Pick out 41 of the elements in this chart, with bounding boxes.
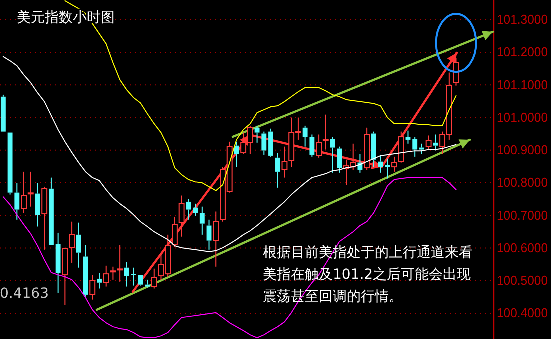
y-tick-label: 100.4000 (497, 306, 551, 321)
candlestick (254, 125, 260, 144)
y-tick-label: 101.3000 (497, 12, 551, 28)
y-tick-label: 101.2000 (497, 44, 551, 60)
candlestick (90, 274, 96, 300)
candlestick (76, 222, 82, 268)
candlestick (83, 244, 88, 298)
candlestick (69, 221, 76, 264)
annotation: 0.4163 (0, 286, 49, 302)
y-tick-label: 100.8000 (497, 175, 551, 190)
candlestick (282, 146, 288, 178)
y-tick-label: 101.0000 (497, 110, 551, 125)
y-tick-label: 100.9000 (497, 142, 551, 158)
candlestick (406, 130, 411, 144)
candlestick (97, 272, 102, 290)
candlestick (392, 156, 398, 172)
candlestick (124, 262, 130, 288)
y-tick-label: 100.7000 (497, 208, 551, 223)
candlestick (330, 136, 336, 174)
candlestick (200, 206, 205, 236)
candlestick (56, 232, 61, 294)
candlestick (322, 114, 329, 150)
candlestick (14, 182, 20, 220)
candlestick (193, 203, 198, 216)
candlestick (186, 198, 192, 220)
candlestick (371, 131, 376, 168)
candlestick (117, 244, 124, 282)
candlestick (178, 195, 185, 238)
candlestick (206, 219, 212, 250)
y-tick-label: 100.6000 (497, 240, 551, 256)
candlestick (302, 125, 308, 148)
candlestick (262, 131, 267, 156)
candlestick (268, 128, 274, 158)
candlestick (213, 211, 220, 268)
y-tick-label: 100.5000 (497, 273, 551, 288)
y-tick-label: 101.1000 (497, 77, 551, 92)
candlestick (28, 171, 34, 208)
candlestick (131, 267, 136, 286)
candlestick (145, 279, 150, 288)
candlestick (275, 152, 280, 188)
candlestick (35, 182, 40, 228)
